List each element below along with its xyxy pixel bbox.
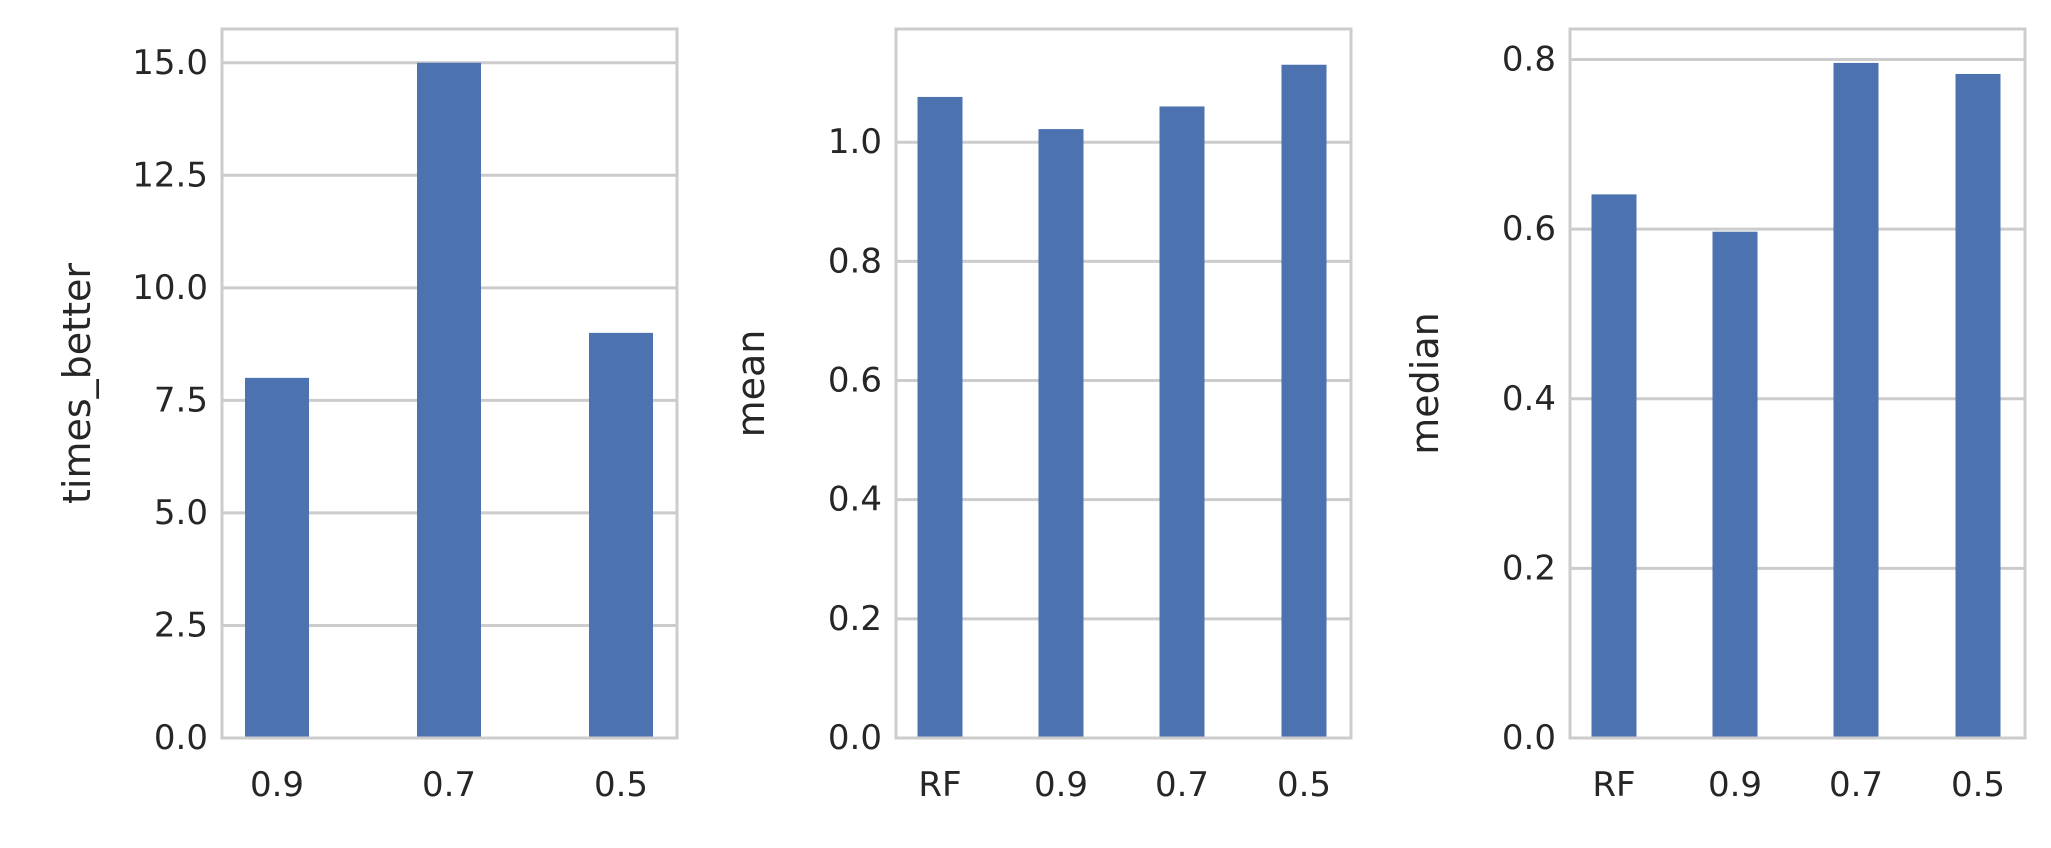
- bar-RF: [1591, 194, 1637, 738]
- subplot-3: 0.0 0.2 0.4 0.6 0.8 RF 0.9 0.7 0.5 median: [1403, 27, 2027, 805]
- x-tick-label: RF: [1592, 765, 1635, 805]
- bar-0.9: [1712, 231, 1758, 739]
- bar-0.5: [1281, 64, 1327, 738]
- x-tick-label: RF: [918, 765, 961, 805]
- y-axis-label: mean: [729, 330, 773, 438]
- y-tick-label: 10.0: [132, 268, 208, 308]
- y-tick-label: 0.4: [1502, 379, 1556, 419]
- axes-frame: [220, 27, 679, 740]
- bar-0.7: [417, 62, 481, 739]
- x-tick-label: 0.9: [1034, 765, 1088, 805]
- subplot-2: 0.0 0.2 0.4 0.6 0.8 1.0 RF 0.9 0.7 0.5 mean: [729, 27, 1353, 805]
- y-tick-label: 1.0: [828, 122, 882, 162]
- y-tick-label: 15.0: [132, 43, 208, 83]
- y-tick-label: 0.8: [1502, 40, 1556, 80]
- x-tick-label: 0.7: [1829, 765, 1883, 805]
- x-tick-label: 0.5: [1951, 765, 2005, 805]
- bar-0.5: [589, 332, 653, 738]
- y-axis-label: times_better: [55, 263, 99, 504]
- axes-frame: [1568, 27, 2027, 740]
- bar-0.9: [1038, 129, 1084, 738]
- y-tick-label: 0.0: [1502, 718, 1556, 758]
- x-tick-label: 0.9: [250, 765, 304, 805]
- x-tick-label: 0.9: [1708, 765, 1762, 805]
- y-tick-label: 12.5: [132, 155, 208, 195]
- y-tick-label: 0.0: [154, 718, 208, 758]
- bar-0.9: [245, 377, 309, 738]
- y-tick-label: 5.0: [154, 493, 208, 533]
- y-tick-label: 0.4: [828, 480, 882, 520]
- x-tick-label: 0.7: [1155, 765, 1209, 805]
- y-axis-label: median: [1403, 312, 1447, 454]
- y-tick-label: 2.5: [154, 605, 208, 645]
- x-tick-label: 0.5: [594, 765, 648, 805]
- subplot-1: 0.0 2.5 5.0 7.5 10.0 12.5 15.0 0.9 0.7 0.5 times_b…: [55, 27, 679, 805]
- y-tick-label: 0.8: [828, 241, 882, 281]
- bar-0.7: [1833, 62, 1879, 738]
- y-tick-label: 7.5: [154, 380, 208, 420]
- y-tick-label: 0.0: [828, 718, 882, 758]
- y-tick-label: 0.6: [828, 361, 882, 401]
- x-tick-label: 0.5: [1277, 765, 1331, 805]
- bar-0.5: [1955, 73, 2001, 739]
- y-tick-label: 0.2: [1502, 548, 1556, 588]
- bar-RF: [917, 96, 963, 738]
- x-tick-label: 0.7: [422, 765, 476, 805]
- bar-0.7: [1159, 106, 1205, 738]
- y-tick-label: 0.2: [828, 599, 882, 639]
- y-tick-label: 0.6: [1502, 209, 1556, 249]
- axes-frame: [894, 27, 1353, 740]
